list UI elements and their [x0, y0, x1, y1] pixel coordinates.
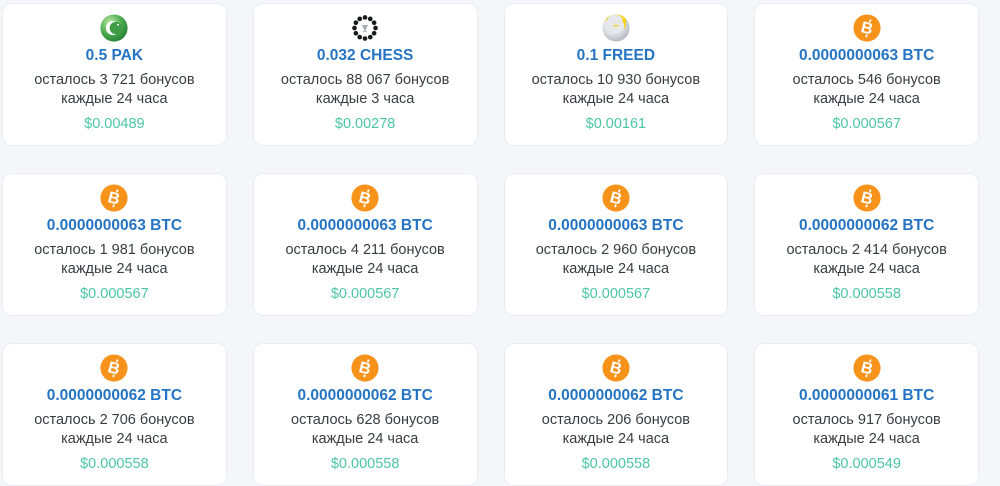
- claim-interval-text: каждые 24 часа: [813, 260, 920, 277]
- usd-value: $0.00161: [585, 116, 647, 132]
- bonus-amount-link[interactable]: 0.5 PAK: [85, 47, 144, 64]
- btc-coin-icon: B: [11, 354, 218, 382]
- bonus-amount-link[interactable]: 0.0000000063 BTC: [548, 217, 684, 234]
- bonuses-remaining-text: осталось 4 211 бонусов: [285, 242, 445, 258]
- bonuses-remaining-text: осталось 10 930 бонусов: [531, 72, 701, 88]
- bonus-amount-link[interactable]: 0.0000000062 BTC: [798, 217, 935, 234]
- svg-text:B: B: [859, 188, 875, 208]
- bonus-card[interactable]: B 0.0000000063 BTC осталось 4 211 бонусо…: [252, 173, 478, 316]
- bonuses-remaining-text: осталось 2 706 бонусов: [34, 412, 195, 428]
- usd-value: $0.000567: [330, 286, 400, 302]
- usd-value: $0.000558: [581, 456, 651, 472]
- freed-coin-icon: [513, 14, 720, 42]
- bonuses-remaining-text: осталось 2 960 бонусов: [535, 242, 697, 258]
- bonuses-remaining-text: осталось 628 бонусов: [291, 412, 440, 428]
- bonus-amount-link[interactable]: 0.0000000062 BTC: [548, 387, 684, 404]
- claim-interval-text: каждые 24 часа: [61, 260, 168, 277]
- claim-interval-text: каждые 24 часа: [813, 430, 920, 447]
- btc-coin-icon: B: [11, 184, 218, 212]
- btc-coin-icon: B: [763, 354, 970, 382]
- svg-text:B: B: [106, 188, 122, 208]
- bonuses-remaining-text: осталось 206 бонусов: [541, 412, 690, 428]
- usd-value: $0.000567: [832, 116, 901, 132]
- claim-interval-text: каждые 24 часа: [562, 430, 670, 447]
- usd-value: $0.000567: [581, 286, 651, 302]
- bonus-amount-link[interactable]: 0.0000000063 BTC: [798, 47, 935, 64]
- svg-text:B: B: [357, 358, 373, 378]
- bonuses-remaining-text: осталось 917 бонусов: [792, 412, 941, 428]
- svg-text:B: B: [859, 18, 875, 38]
- bonus-card[interactable]: B 0.0000000062 BTC осталось 206 бонусов …: [503, 343, 729, 486]
- bonuses-remaining-text: осталось 1 981 бонусов: [34, 242, 195, 258]
- bonus-card[interactable]: 0.5 PAK осталось 3 721 бонусов каждые 24…: [2, 3, 227, 146]
- bonus-card[interactable]: B 0.0000000063 BTC осталось 546 бонусов …: [754, 3, 979, 146]
- usd-value: $0.000558: [330, 456, 400, 472]
- svg-text:B: B: [608, 358, 624, 378]
- btc-coin-icon: B: [262, 354, 469, 382]
- bonuses-remaining-text: осталось 2 414 бонусов: [786, 242, 947, 258]
- btc-coin-icon: B: [513, 354, 720, 382]
- bonus-card[interactable]: 0.1 FREED осталось 10 930 бонусов каждые…: [503, 3, 729, 146]
- claim-interval-text: каждые 24 часа: [61, 430, 168, 447]
- bonus-card[interactable]: B 0.0000000062 BTC осталось 2 706 бонусо…: [2, 343, 227, 486]
- claim-interval-text: каждые 24 часа: [61, 90, 168, 107]
- usd-value: $0.000549: [832, 456, 901, 472]
- svg-text:B: B: [357, 188, 373, 208]
- bonus-amount-link[interactable]: 0.0000000062 BTC: [297, 387, 433, 404]
- claim-interval-text: каждые 3 часа: [315, 90, 415, 107]
- pak-coin-icon: [11, 14, 218, 42]
- bonuses-remaining-text: осталось 546 бонусов: [792, 72, 941, 88]
- btc-coin-icon: B: [262, 184, 469, 212]
- claim-interval-text: каждые 24 часа: [813, 90, 920, 107]
- bonus-card[interactable]: B 0.0000000061 BTC осталось 917 бонусов …: [754, 343, 979, 486]
- bonus-amount-link[interactable]: 0.1 FREED: [576, 47, 656, 64]
- bonus-amount-link[interactable]: 0.032 CHESS: [316, 47, 414, 64]
- usd-value: $0.00489: [84, 116, 145, 132]
- usd-value: $0.00278: [334, 116, 396, 132]
- bonus-card[interactable]: B 0.0000000062 BTC осталось 2 414 бонусо…: [754, 173, 979, 316]
- btc-coin-icon: B: [763, 184, 970, 212]
- claim-interval-text: каждые 24 часа: [311, 260, 419, 277]
- bonus-amount-link[interactable]: 0.0000000063 BTC: [297, 217, 433, 234]
- bonus-card[interactable]: B 0.0000000062 BTC осталось 628 бонусов …: [252, 343, 478, 486]
- svg-text:B: B: [859, 358, 875, 378]
- bonus-card[interactable]: B 0.0000000063 BTC осталось 2 960 бонусо…: [503, 173, 729, 316]
- bonus-amount-link[interactable]: 0.0000000062 BTC: [46, 387, 183, 404]
- svg-text:B: B: [106, 358, 122, 378]
- btc-coin-icon: B: [513, 184, 720, 212]
- bonus-page: { "page": { "language": "ru", "backgroun…: [2, 3, 979, 486]
- bonus-card[interactable]: 0.032 CHESS осталось 88 067 бонусов кажд…: [252, 3, 478, 146]
- bonus-card[interactable]: B 0.0000000063 BTC осталось 1 981 бонусо…: [2, 173, 227, 316]
- usd-value: $0.000567: [80, 286, 149, 302]
- claim-interval-text: каждые 24 часа: [562, 90, 670, 107]
- bonus-amount-link[interactable]: 0.0000000063 BTC: [46, 217, 183, 234]
- usd-value: $0.000558: [80, 456, 149, 472]
- bonus-amount-link[interactable]: 0.0000000061 BTC: [798, 387, 935, 404]
- bonuses-remaining-text: осталось 3 721 бонусов: [34, 72, 195, 88]
- claim-interval-text: каждые 24 часа: [311, 430, 419, 447]
- bonuses-remaining-text: осталось 88 067 бонусов: [280, 72, 450, 88]
- chess-coin-icon: [262, 14, 469, 42]
- claim-interval-text: каждые 24 часа: [562, 260, 670, 277]
- usd-value: $0.000558: [832, 286, 901, 302]
- svg-text:B: B: [608, 188, 624, 208]
- btc-coin-icon: B: [763, 14, 970, 42]
